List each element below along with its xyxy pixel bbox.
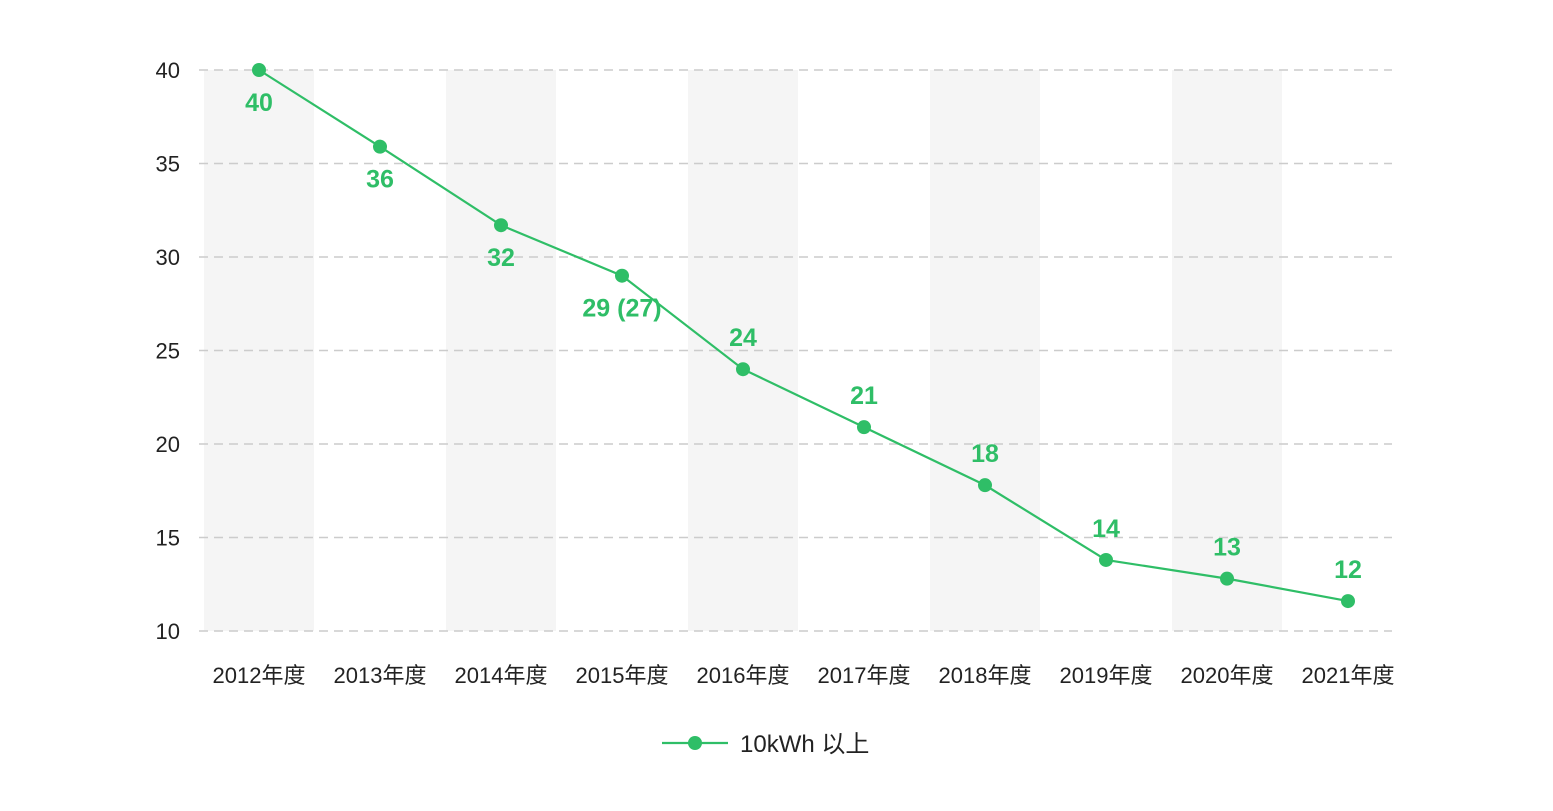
data-point[interactable] bbox=[494, 218, 508, 233]
data-label: 21 bbox=[850, 382, 878, 410]
y-tick-label: 35 bbox=[156, 152, 180, 177]
legend-label: 10kWh 以上 bbox=[740, 731, 869, 758]
grid-lines bbox=[199, 69, 1392, 632]
data-point[interactable] bbox=[857, 420, 871, 435]
y-tick-label: 30 bbox=[156, 245, 180, 270]
data-point[interactable] bbox=[1341, 594, 1355, 609]
x-axis: 2012年度 2013年度 2014年度 2015年度 2016年度 2017年度 2018… bbox=[213, 663, 1395, 688]
y-axis: 10 15 20 25 30 35 40 bbox=[156, 58, 180, 644]
data-point[interactable] bbox=[978, 478, 992, 493]
data-label: 13 bbox=[1213, 534, 1241, 562]
data-point[interactable] bbox=[252, 63, 266, 77]
data-label: 40 bbox=[245, 89, 273, 117]
x-tick-label: 2014年度 bbox=[455, 663, 548, 688]
x-tick-label: 2021年度 bbox=[1302, 663, 1395, 688]
data-label: 14 bbox=[1092, 515, 1120, 543]
y-tick-label: 10 bbox=[156, 619, 180, 644]
x-tick-label: 2017年度 bbox=[818, 663, 911, 688]
data-label: 36 bbox=[366, 166, 394, 194]
data-label: 18 bbox=[971, 440, 999, 468]
x-tick-label: 2013年度 bbox=[334, 663, 427, 688]
data-point[interactable] bbox=[1099, 552, 1113, 567]
legend[interactable]: 10kWh 以上 bbox=[662, 731, 869, 758]
y-tick-label: 20 bbox=[156, 432, 180, 457]
x-tick-label: 2019年度 bbox=[1060, 663, 1153, 688]
y-tick-label: 40 bbox=[156, 58, 180, 83]
x-tick-label: 2012年度 bbox=[213, 663, 306, 688]
data-label: 29 (27) bbox=[582, 295, 661, 323]
x-tick-label: 2020年度 bbox=[1181, 663, 1274, 688]
x-tick-label: 2018年度 bbox=[939, 663, 1032, 688]
data-point[interactable] bbox=[373, 139, 387, 154]
data-point[interactable] bbox=[615, 268, 629, 283]
data-label: 32 bbox=[487, 244, 515, 272]
data-label: 24 bbox=[729, 324, 757, 352]
y-tick-label: 15 bbox=[156, 526, 180, 551]
data-point[interactable] bbox=[1220, 571, 1234, 586]
series-line bbox=[258, 69, 1349, 603]
data-labels: 40 36 32 29 (27) 24 21 18 14 13 12 bbox=[245, 89, 1362, 584]
data-point[interactable] bbox=[736, 362, 750, 377]
x-tick-label: 2015年度 bbox=[576, 663, 669, 688]
data-label: 12 bbox=[1334, 556, 1362, 584]
series-group bbox=[252, 63, 1355, 609]
x-tick-label: 2016年度 bbox=[697, 663, 790, 688]
y-tick-label: 25 bbox=[156, 339, 180, 364]
legend-marker bbox=[688, 736, 702, 750]
